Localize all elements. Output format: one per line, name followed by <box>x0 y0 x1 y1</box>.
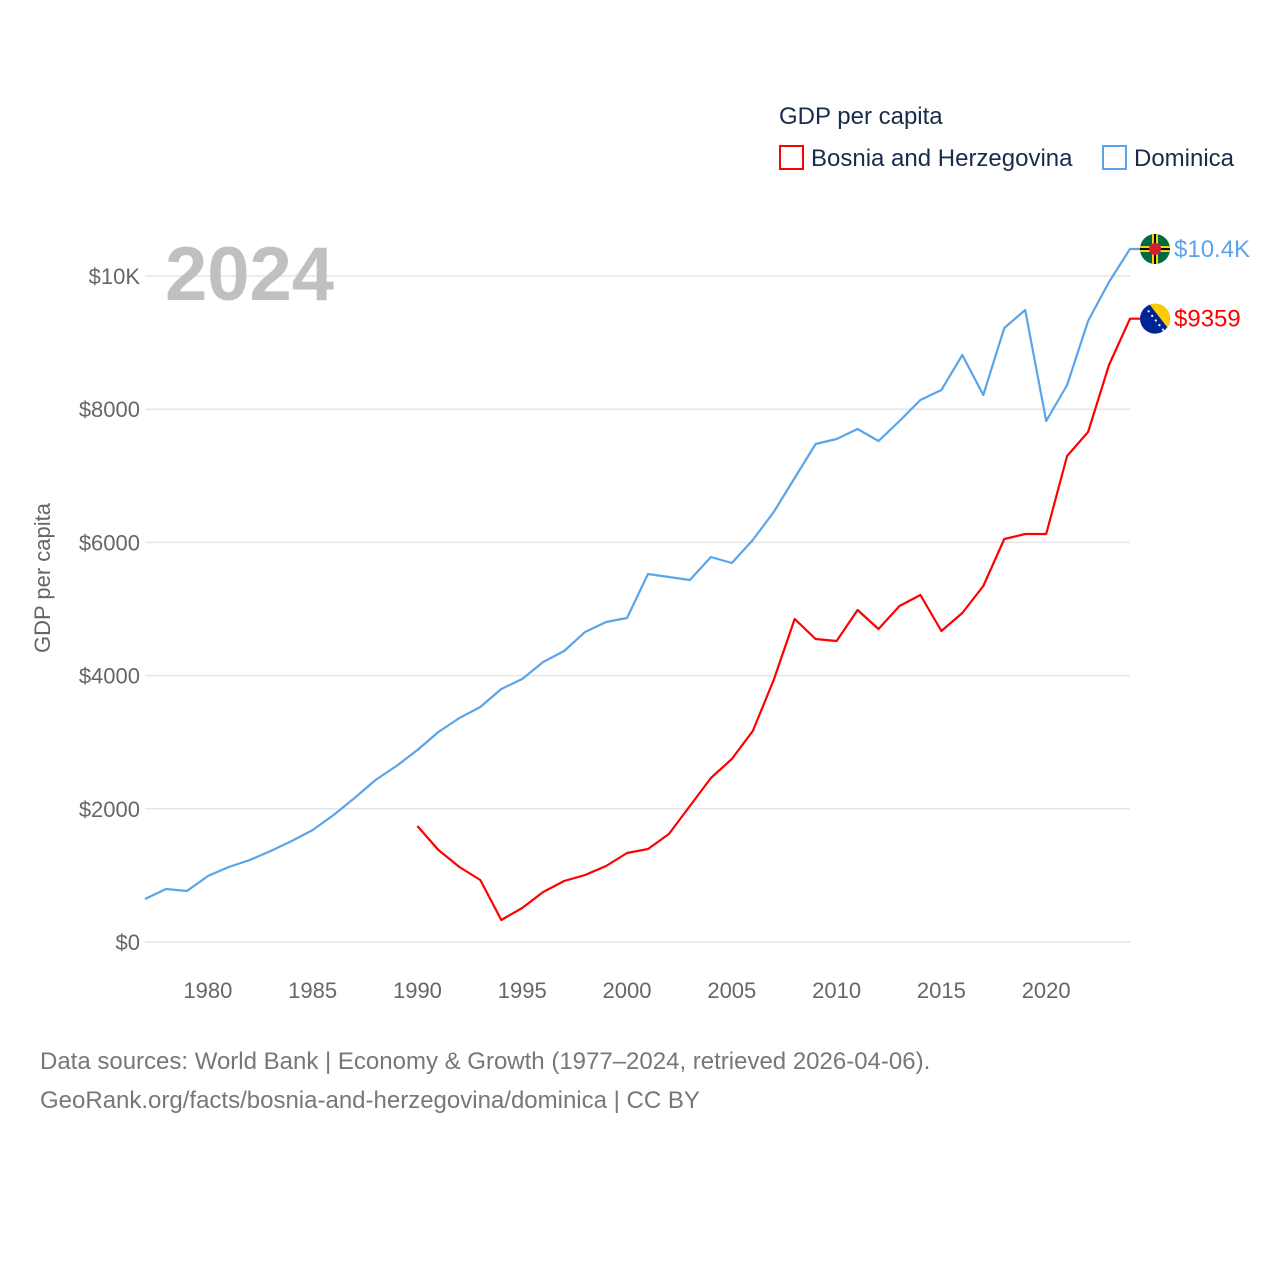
x-tick-label: 2005 <box>707 978 756 1003</box>
y-tick-label: $0 <box>116 930 140 955</box>
bosnia-flag-icon <box>1140 303 1170 334</box>
y-tick-label: $4000 <box>79 664 140 689</box>
legend-title: GDP per capita <box>779 103 943 130</box>
x-tick-label: 2015 <box>917 978 966 1003</box>
legend-swatch-bosnia[interactable] <box>779 145 804 170</box>
end-value-label: $9359 <box>1174 306 1241 333</box>
dominica-flag-icon <box>1140 234 1170 265</box>
year-watermark: 2024 <box>165 232 334 317</box>
legend-label-bosnia[interactable]: Bosnia and Herzegovina <box>811 145 1073 172</box>
grid <box>145 275 1130 943</box>
series-lines <box>144 247 1140 922</box>
y-tick-label: $6000 <box>79 530 140 555</box>
x-tick-label: 1990 <box>393 978 442 1003</box>
series-line-dominica <box>144 247 1140 900</box>
x-tick-label: 2010 <box>812 978 861 1003</box>
legend-label-dominica[interactable]: Dominica <box>1134 145 1235 172</box>
legend: GDP per capita Bosnia and Herzegovina Do… <box>779 103 1235 172</box>
series-line-bosnia <box>416 317 1140 922</box>
y-tick-label: $10K <box>89 264 141 289</box>
y-axis-label: GDP per capita <box>30 502 55 653</box>
legend-swatch-dominica[interactable] <box>1102 145 1127 170</box>
x-axis: 1980 1985 1990 1995 2000 2005 2010 2015 2020 <box>183 978 1070 1003</box>
x-tick-label: 2020 <box>1022 978 1071 1003</box>
footer-link[interactable]: GeoRank.org/facts/bosnia-and-herzegovina… <box>40 1087 700 1114</box>
x-tick-label: 1995 <box>498 978 547 1003</box>
y-tick-label: $2000 <box>79 797 140 822</box>
end-value-label: $10.4K <box>1174 236 1250 263</box>
x-tick-label: 1980 <box>183 978 232 1003</box>
y-tick-label: $8000 <box>79 397 140 422</box>
x-tick-label: 2000 <box>603 978 652 1003</box>
end-labels: $9359 $10.4K <box>1140 234 1250 334</box>
footer-source: Data sources: World Bank | Economy & Gro… <box>40 1048 930 1075</box>
x-tick-label: 1985 <box>288 978 337 1003</box>
y-axis: $0 $2000 $4000 $6000 $8000 $10K <box>79 264 141 955</box>
